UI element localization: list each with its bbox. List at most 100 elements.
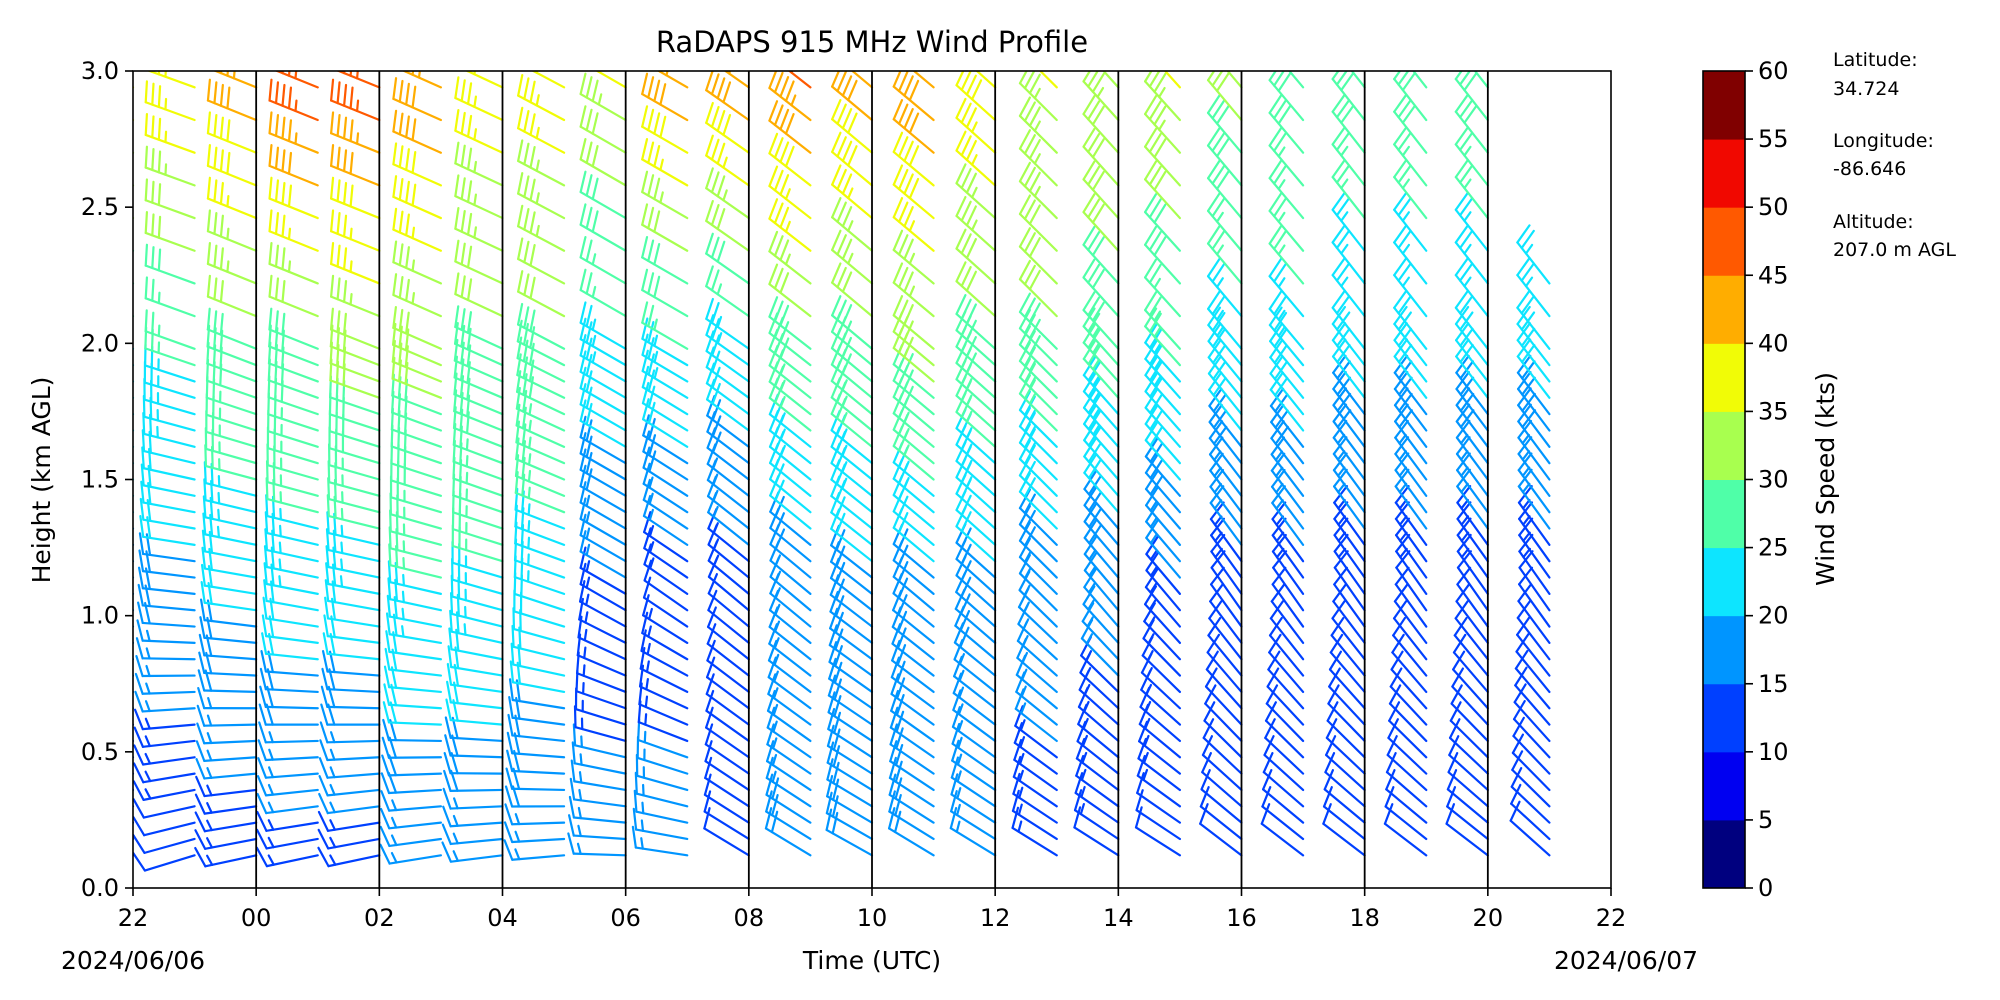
- wind-barb: [1210, 517, 1243, 579]
- barb-shaft: [892, 428, 935, 465]
- barb-shaft: [205, 379, 258, 399]
- wind-barb: [1268, 225, 1305, 285]
- barb-feather: [908, 112, 920, 134]
- barb-shaft: [133, 462, 135, 465]
- barb-feather: [1459, 164, 1474, 184]
- barb-half-feather: [514, 813, 521, 826]
- barb-half-feather: [591, 318, 597, 331]
- y-axis-label: Height (km AGL): [27, 377, 56, 584]
- barb-shaft: [706, 495, 750, 530]
- barb-shaft: [705, 366, 750, 399]
- wind-barb: [828, 624, 874, 677]
- barb-shaft: [579, 387, 627, 416]
- barb-shaft: [831, 85, 874, 122]
- barb-shaft: [454, 293, 504, 318]
- barb-shaft: [768, 461, 812, 497]
- barb-feather: [579, 366, 587, 390]
- barb-half-feather: [1144, 717, 1151, 730]
- barb-feather: [1211, 99, 1226, 120]
- barb-shaft: [464, 71, 504, 89]
- barb-feather: [213, 179, 218, 203]
- wind-barb: [1516, 616, 1551, 677]
- wind-barb: [104, 99, 135, 122]
- barb-feather: [579, 203, 587, 226]
- barb-shaft: [1333, 534, 1366, 579]
- barb-shaft: [579, 436, 627, 465]
- barb-feather: [460, 308, 466, 332]
- barb-feather: [1340, 71, 1355, 92]
- barb-shaft: [1333, 501, 1366, 546]
- barb-feather: [281, 149, 286, 173]
- barb-shaft: [1455, 355, 1489, 399]
- barb-half-feather: [355, 99, 360, 113]
- barb-feather: [642, 398, 650, 421]
- barb-feather: [960, 511, 972, 533]
- barb-shaft: [706, 414, 750, 448]
- barb-shaft: [828, 677, 874, 710]
- barb-half-feather: [164, 97, 168, 111]
- barb-shaft: [203, 756, 258, 762]
- wind-barb: [831, 229, 874, 285]
- barb-half-feather: [514, 848, 521, 861]
- barb-feather: [1264, 701, 1277, 722]
- barb-half-feather: [1340, 211, 1349, 222]
- barb-shaft: [329, 345, 381, 367]
- barb-feather: [1206, 225, 1221, 245]
- barb-feather: [194, 811, 206, 833]
- barb-feather: [1136, 772, 1145, 795]
- barb-feather: [705, 314, 715, 337]
- barb-feather: [1454, 224, 1469, 244]
- barb-shaft: [452, 460, 504, 481]
- barb-half-feather: [958, 669, 965, 682]
- barb-feather: [898, 299, 909, 321]
- barb-shaft: [453, 359, 504, 383]
- barb-feather: [263, 545, 268, 569]
- barb-feather: [897, 610, 908, 633]
- barb-shaft: [204, 464, 258, 481]
- barb-shaft: [1455, 371, 1489, 416]
- barb-shaft: [642, 514, 689, 546]
- barb-feather: [841, 320, 853, 342]
- barb-shaft: [144, 330, 196, 350]
- wind-barb: [1209, 566, 1243, 628]
- barb-half-feather: [585, 543, 591, 557]
- barb-shaft: [1210, 534, 1243, 579]
- barb-shaft: [141, 707, 196, 713]
- barb-half-feather: [267, 783, 275, 796]
- barb-feather: [768, 263, 779, 286]
- wind-barb: [268, 274, 319, 318]
- wind-barb: [1511, 750, 1551, 808]
- barb-shaft: [1517, 436, 1551, 481]
- barb-half-feather: [206, 767, 213, 779]
- barb-shaft: [450, 612, 504, 628]
- barb-feather: [1323, 769, 1335, 791]
- barb-shaft: [830, 363, 874, 399]
- barb-shaft: [705, 252, 750, 285]
- barb-shaft: [517, 159, 566, 187]
- barb-feather: [1144, 225, 1158, 246]
- barb-feather: [78, 551, 81, 572]
- barb-half-feather: [1340, 276, 1349, 288]
- wind-barb: [1012, 772, 1058, 824]
- barb-shaft: [703, 810, 750, 841]
- barb-feather: [281, 116, 286, 140]
- barb-half-feather: [473, 128, 478, 141]
- barb-half-feather: [965, 427, 973, 439]
- barb-feather: [392, 240, 398, 264]
- barb-feather: [157, 117, 162, 141]
- wind-barb: [831, 164, 874, 220]
- barb-feather: [157, 248, 162, 272]
- wind-barb: [133, 396, 135, 399]
- barb-half-feather: [1522, 498, 1531, 510]
- barb-feather: [453, 322, 459, 345]
- barb-shaft: [578, 600, 627, 628]
- barb-feather: [1028, 73, 1041, 95]
- barb-shaft: [1454, 241, 1489, 285]
- barb-half-feather: [232, 71, 236, 80]
- wind-barb: [705, 199, 750, 252]
- barb-shaft: [513, 576, 566, 595]
- wind-barb: [706, 639, 750, 694]
- barb-half-feather: [1023, 568, 1031, 580]
- colorbar-tick-label: 45: [1758, 261, 1789, 289]
- barb-half-feather: [104, 99, 105, 109]
